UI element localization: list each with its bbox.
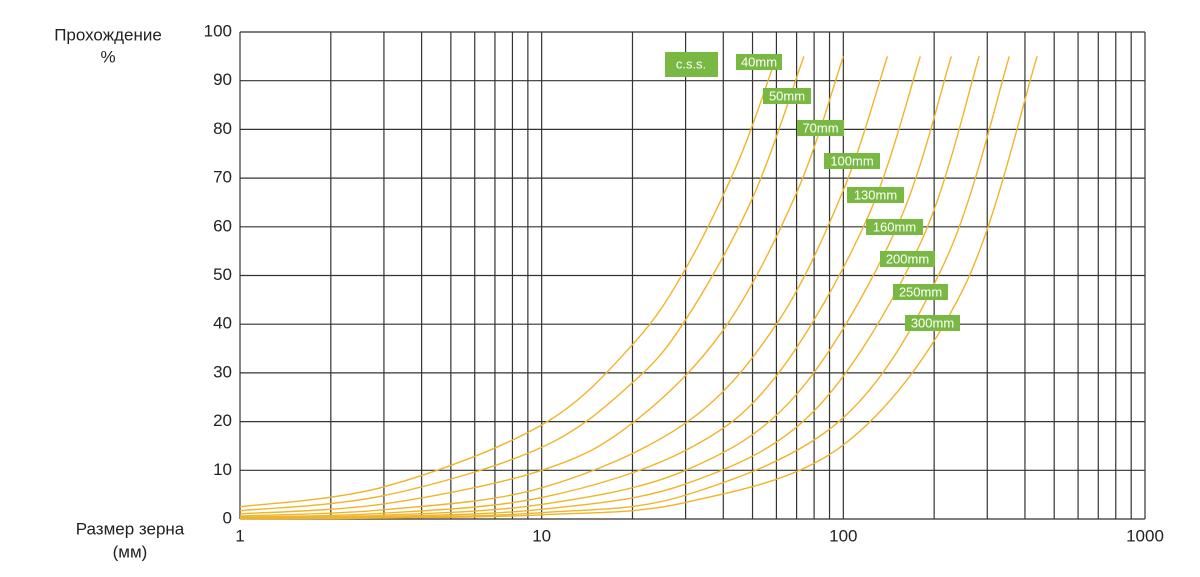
legend-box bbox=[763, 88, 811, 104]
y-tick-label: 30 bbox=[213, 362, 232, 381]
legend-box bbox=[880, 251, 935, 267]
legend-box bbox=[736, 54, 782, 70]
legend-label: 160mm bbox=[873, 219, 916, 234]
curve bbox=[239, 56, 778, 508]
legend-label: 200mm bbox=[886, 251, 929, 266]
x-tick-label: 10 bbox=[532, 526, 551, 545]
curve bbox=[239, 56, 1038, 520]
y-tick-label: 60 bbox=[213, 216, 232, 235]
y-tick-label: 70 bbox=[213, 168, 232, 187]
y-axis-label: % bbox=[100, 47, 115, 66]
x-tick-label: 1000 bbox=[1126, 526, 1164, 545]
legend-box bbox=[797, 120, 844, 136]
curve bbox=[239, 56, 980, 520]
y-axis-label: Прохождение bbox=[54, 25, 162, 44]
legend-box bbox=[866, 219, 923, 235]
legend-box bbox=[905, 315, 960, 331]
x-axis-label: (мм) bbox=[113, 542, 148, 561]
legend-box bbox=[847, 187, 904, 203]
legend-label: 50mm bbox=[769, 88, 805, 103]
y-tick-label: 80 bbox=[213, 119, 232, 138]
legend-title-box bbox=[665, 52, 718, 77]
legend-box bbox=[824, 153, 880, 169]
y-tick-label: 90 bbox=[213, 70, 232, 89]
y-tick-label: 50 bbox=[213, 265, 232, 284]
y-tick-label: 40 bbox=[213, 314, 232, 333]
y-tick-label: 0 bbox=[223, 508, 232, 527]
x-tick-label: 1 bbox=[235, 526, 244, 545]
y-tick-label: 100 bbox=[204, 21, 232, 40]
legend-label: 300mm bbox=[911, 315, 954, 330]
x-axis-label: Размер зерна bbox=[76, 519, 185, 538]
curve bbox=[239, 56, 805, 512]
legend-label: 100mm bbox=[830, 153, 873, 168]
legend-label: 130mm bbox=[854, 187, 897, 202]
curve bbox=[239, 56, 844, 515]
legend-box bbox=[893, 284, 948, 300]
y-tick-label: 10 bbox=[213, 460, 232, 479]
legend-title: c.s.s. bbox=[676, 56, 706, 71]
curve bbox=[239, 56, 889, 517]
legend-label: 40mm bbox=[741, 54, 777, 69]
x-tick-label: 100 bbox=[829, 526, 857, 545]
curve bbox=[239, 56, 922, 518]
y-tick-label: 20 bbox=[213, 411, 232, 430]
legend-label: 250mm bbox=[899, 284, 942, 299]
legend-label: 70mm bbox=[802, 120, 838, 135]
